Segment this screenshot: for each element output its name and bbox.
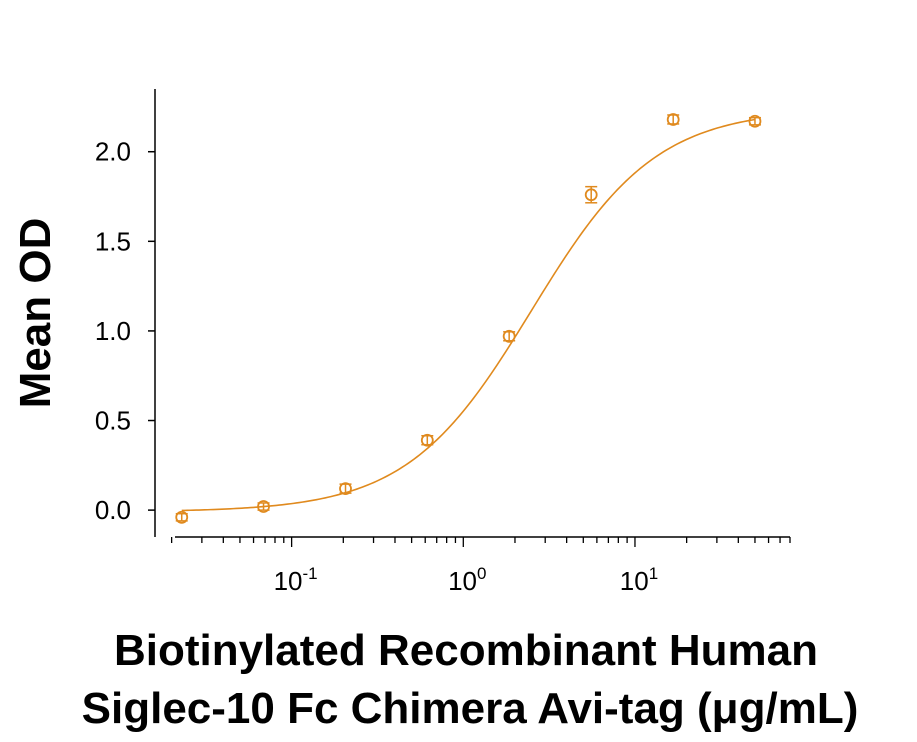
- data-point: [420, 433, 434, 447]
- x-axis-title-line2: Siglec-10 Fc Chimera Avi-tag (μg/mL): [82, 684, 859, 733]
- y-tick-label: 1.0: [95, 316, 131, 346]
- plot-area: 0.0 0.5 1.0 1.5 2.0 10-1 100 101: [95, 89, 791, 596]
- data-point: [257, 500, 270, 513]
- y-tick-label: 0.5: [95, 406, 131, 436]
- x-tick-label: 101: [620, 564, 658, 596]
- y-axis-title: Mean OD: [11, 218, 60, 409]
- x-tick-label: 100: [448, 564, 486, 596]
- data-point: [748, 114, 762, 128]
- y-tick-label: 0.0: [95, 495, 131, 525]
- data-point: [584, 188, 598, 202]
- y-tick-label: 1.5: [95, 226, 131, 256]
- data-point: [666, 113, 680, 126]
- data-point: [175, 510, 189, 524]
- data-point: [502, 329, 516, 343]
- data-point: [339, 482, 352, 496]
- y-tick-label: 2.0: [95, 137, 131, 167]
- fit-curve: [181, 118, 756, 512]
- x-tick-label: 10-1: [274, 564, 318, 596]
- x-axis-title-line1: Biotinylated Recombinant Human: [114, 626, 818, 675]
